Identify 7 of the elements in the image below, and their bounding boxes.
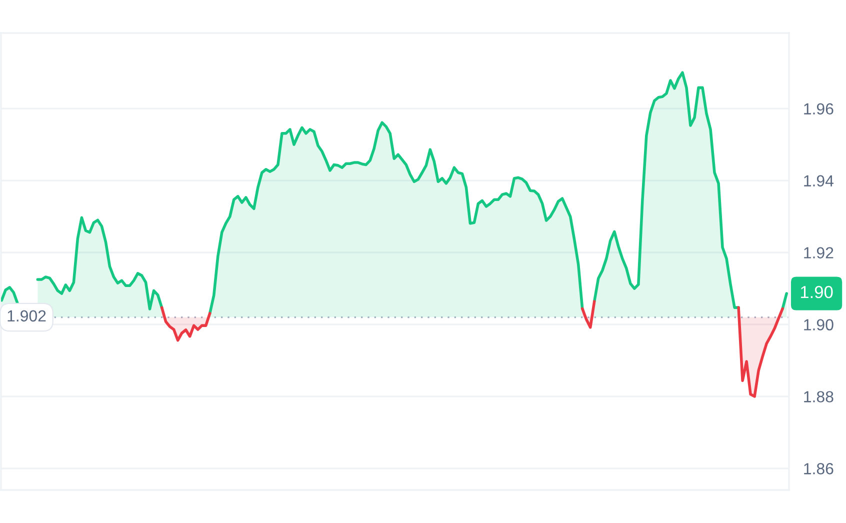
y-tick-label: 1.92 (804, 247, 834, 258)
y-tick-label: 1.96 (804, 103, 834, 115)
y-tick-label: 1.88 (804, 391, 834, 402)
y-tick-label: 1.90 (804, 319, 834, 330)
y-tick-label: 1.86 (804, 463, 834, 474)
ref-line-label: 1.902 (8, 310, 46, 322)
y-tick-label: 1.94 (804, 175, 834, 186)
